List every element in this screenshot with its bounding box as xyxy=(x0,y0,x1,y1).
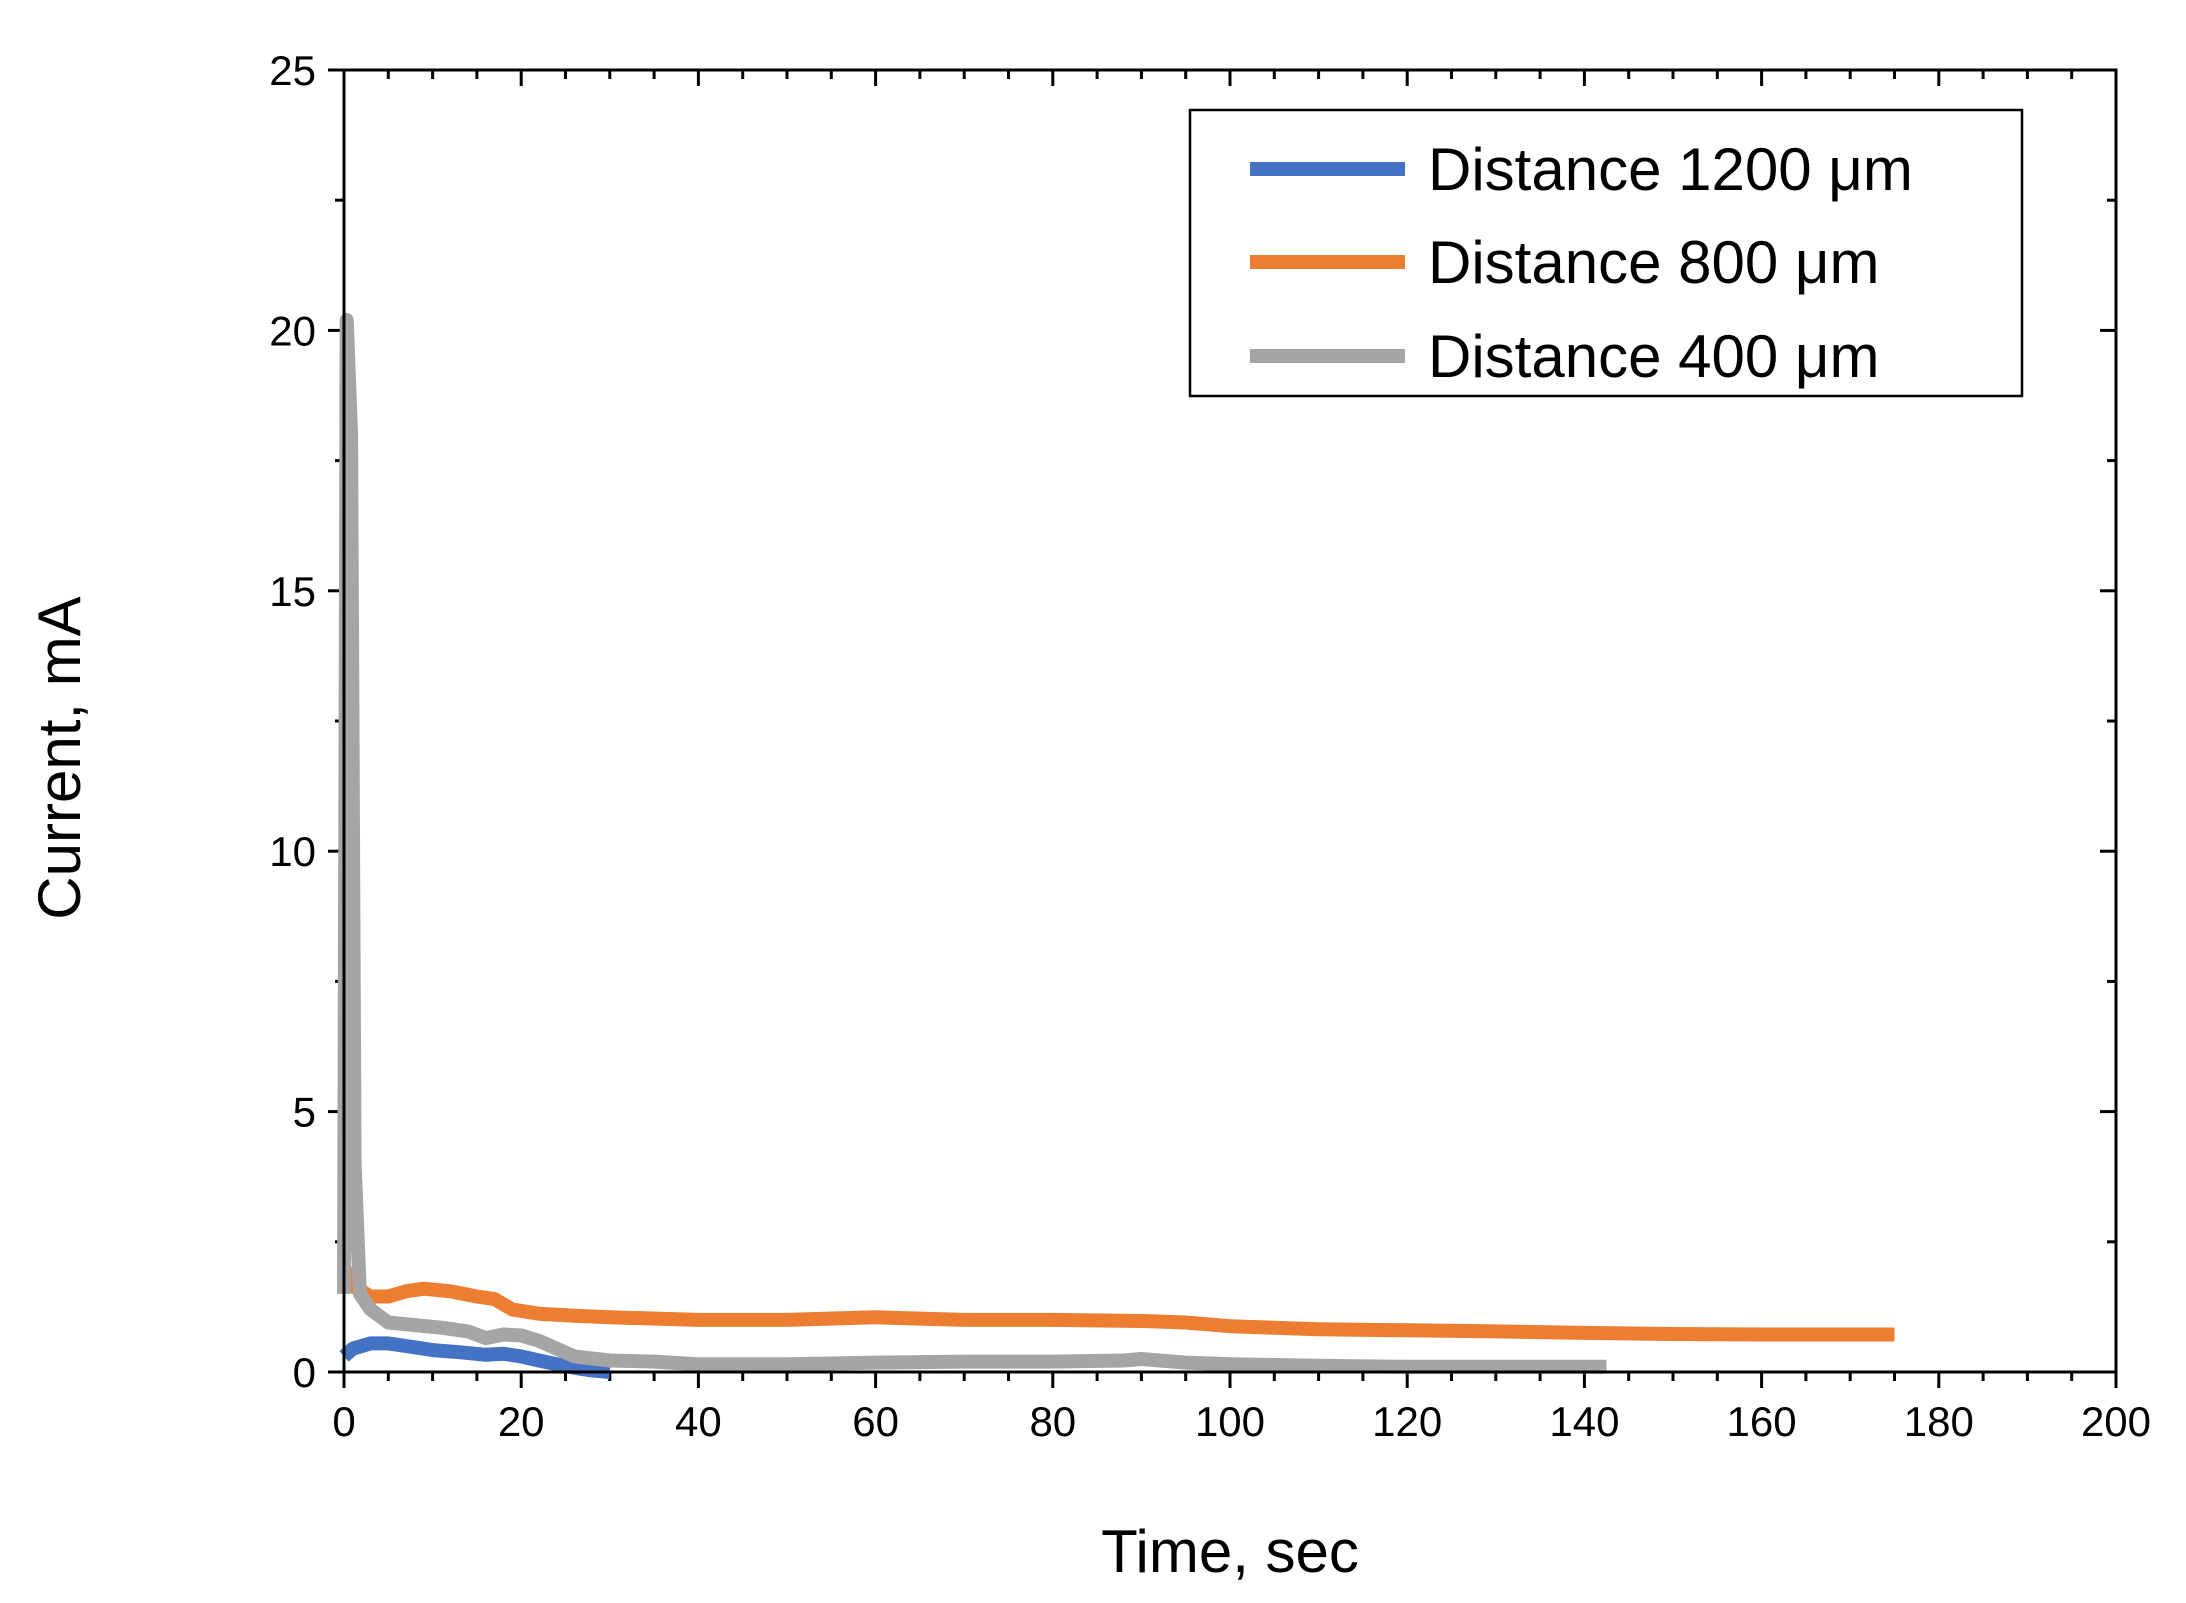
x-axis-ticks: 0 20 40 60 80 100 120 140 160 180 200 xyxy=(332,70,2151,1445)
x-axis-title: Time, sec xyxy=(1101,1518,1359,1585)
x-tick-label: 40 xyxy=(675,1398,722,1445)
x-tick-label: 100 xyxy=(1195,1398,1265,1445)
plot-frame xyxy=(342,68,2118,1374)
y-axis-ticks: 0 5 10 15 20 25 xyxy=(269,47,2116,1396)
x-tick-label: 200 xyxy=(2081,1398,2151,1445)
x-tick-label: 120 xyxy=(1372,1398,1442,1445)
series-line-1200um xyxy=(339,1336,611,1379)
x-tick-label: 80 xyxy=(1029,1398,1076,1445)
y-tick-label: 0 xyxy=(293,1349,316,1396)
x-tick-label: 140 xyxy=(1549,1398,1619,1445)
x-tick-label: 60 xyxy=(852,1398,899,1445)
y-tick-label: 20 xyxy=(269,307,316,354)
x-tick-label: 20 xyxy=(498,1398,545,1445)
legend-box xyxy=(1188,108,2024,398)
legend-label-800: Distance 800 μm xyxy=(1428,229,1879,296)
legend-label-400: Distance 400 μm xyxy=(1428,323,1879,390)
series-line-400um xyxy=(337,313,1607,1374)
legend-label-1200: Distance 1200 μm xyxy=(1428,136,1913,203)
y-tick-label: 15 xyxy=(269,568,316,615)
y-tick-label: 25 xyxy=(269,47,316,94)
series-layer xyxy=(337,313,1895,1379)
y-axis-title: Current, mA xyxy=(26,596,93,919)
legend: Distance 1200 μm Distance 800 μm Distanc… xyxy=(1188,108,2024,398)
x-tick-label: 0 xyxy=(332,1398,355,1445)
series-line-800um xyxy=(337,1264,1895,1342)
y-tick-label: 10 xyxy=(269,828,316,875)
x-tick-label: 160 xyxy=(1727,1398,1797,1445)
y-tick-label: 5 xyxy=(293,1089,316,1136)
x-tick-label: 180 xyxy=(1904,1398,1974,1445)
